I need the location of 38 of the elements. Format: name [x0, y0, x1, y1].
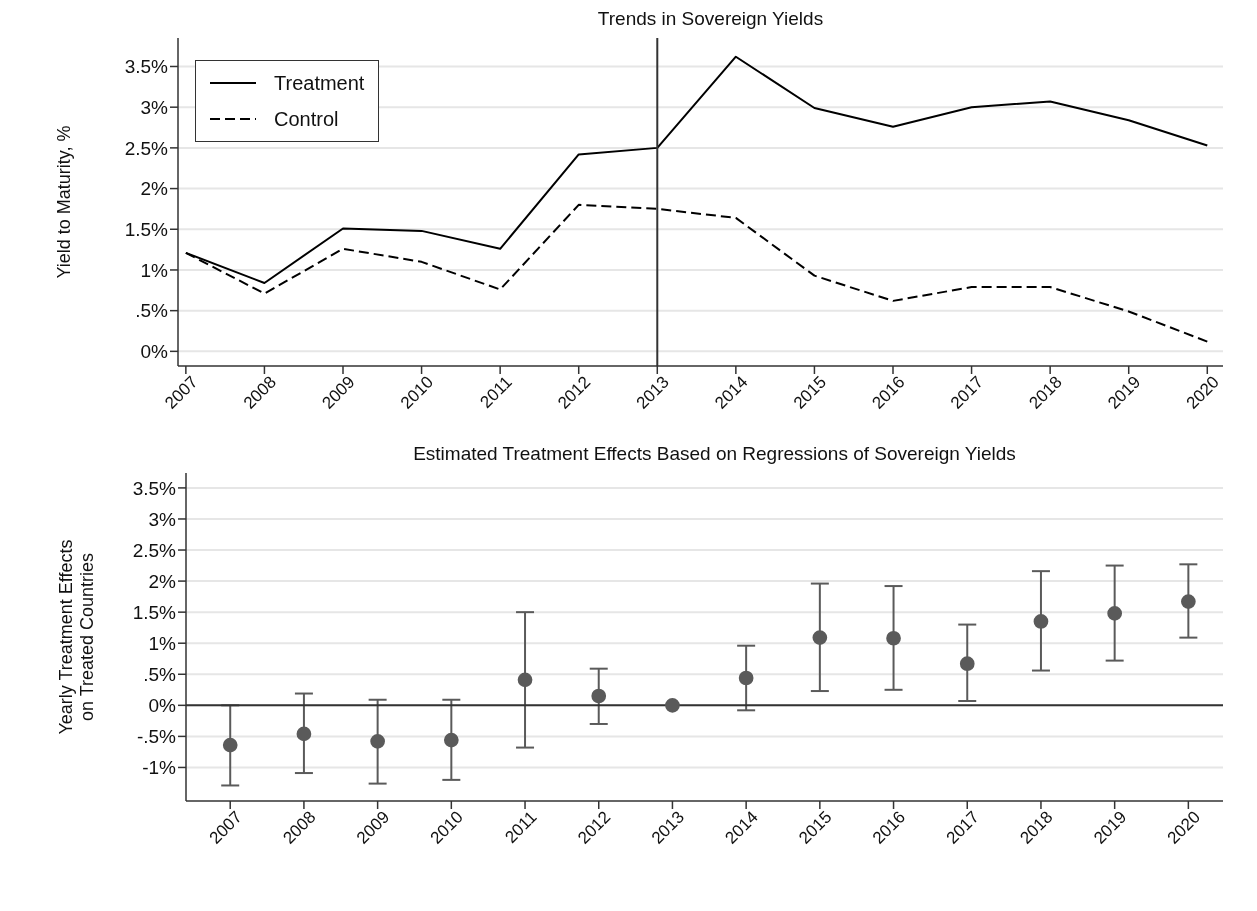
point — [1107, 606, 1123, 621]
point — [665, 697, 680, 713]
point — [1033, 614, 1049, 629]
y-tick-label: 2% — [148, 570, 177, 592]
point — [370, 734, 385, 749]
point — [1181, 594, 1196, 609]
point — [296, 726, 312, 742]
point — [517, 672, 533, 688]
y-tick-label: 1% — [140, 259, 169, 281]
y-tick-label: 1% — [148, 632, 177, 654]
legend-label: Treatment — [274, 71, 365, 95]
point — [959, 656, 975, 672]
y-tick-label: -.5% — [136, 726, 177, 748]
chart-title: Estimated Treatment Effects Based on Regressions of Sovereign Yields — [412, 443, 1017, 465]
y-tick-label: 3.5% — [124, 56, 169, 78]
y-tick-label: 2.5% — [124, 137, 169, 159]
legend-label: Control — [274, 107, 339, 131]
point — [738, 670, 754, 686]
y-tick-label: .5% — [135, 300, 169, 322]
y-tick-label: 3% — [148, 508, 177, 530]
point — [812, 630, 828, 645]
y-tick-label: 0% — [148, 695, 177, 717]
point — [591, 688, 607, 704]
y-tick-label: 2% — [140, 178, 169, 200]
chart-title: Trends in Sovereign Yields — [596, 8, 825, 30]
y-axis-title: Yearly Treatment Effects on Treated Countries — [56, 539, 97, 735]
y-tick-label: .5% — [143, 664, 177, 686]
y-tick-label: 1.5% — [132, 601, 177, 623]
y-axis-title: Yield to Maturity, % — [54, 125, 74, 279]
y-tick-label: 2.5% — [132, 539, 177, 561]
point — [886, 630, 901, 646]
y-tick-label: 3.5% — [132, 477, 177, 499]
point — [443, 732, 459, 748]
point — [222, 737, 238, 753]
y-tick-label: -1% — [142, 757, 177, 779]
y-tick-label: 3% — [140, 96, 169, 118]
y-tick-label: 1.5% — [124, 219, 169, 241]
y-tick-label: 0% — [140, 341, 169, 363]
